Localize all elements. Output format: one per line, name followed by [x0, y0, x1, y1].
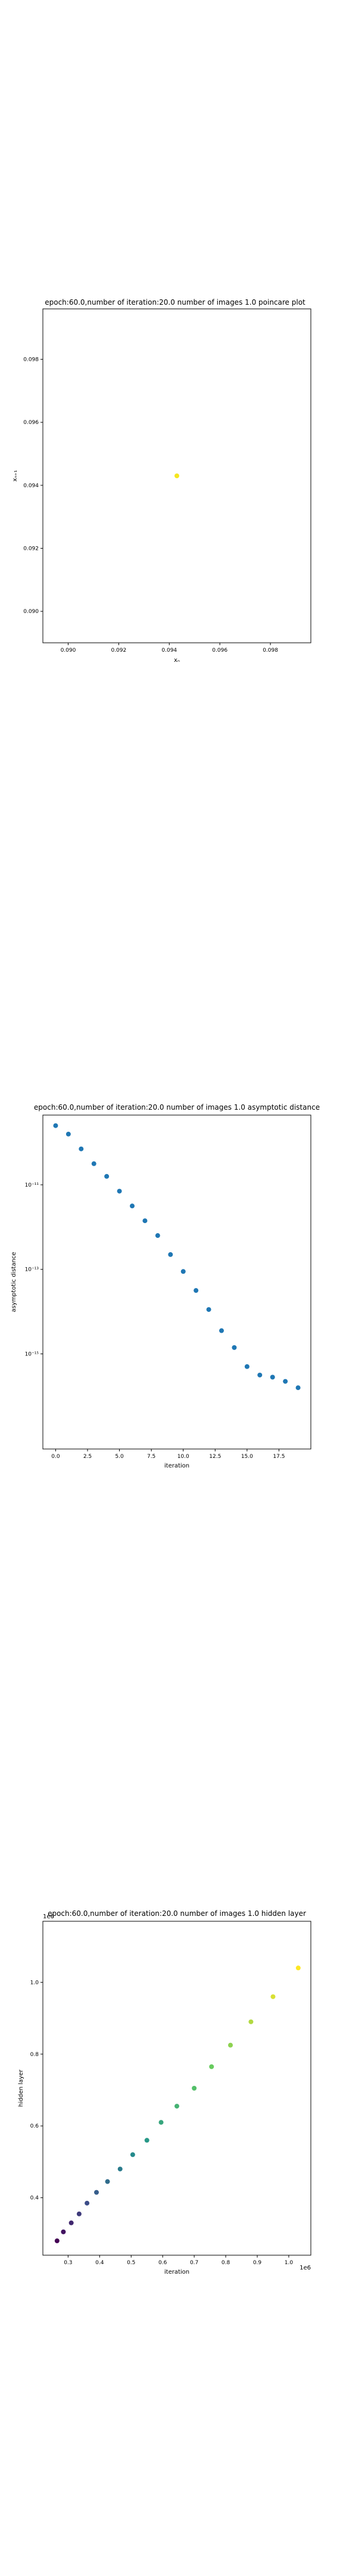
- hidden-layer-x-tick-label-7: 1.0: [285, 2260, 294, 2266]
- hidden-layer-point-2: [68, 2220, 74, 2225]
- asymptotic-point-17: [270, 1374, 275, 1380]
- asymptotic-x-tick-label-4: 10.0: [177, 1454, 189, 1460]
- asymptotic-y-tick-label-2: 10⁻¹⁵: [25, 1352, 39, 1358]
- asymptotic-point-19: [295, 1385, 301, 1391]
- poincare-x-label: xₙ: [174, 657, 180, 664]
- hidden-layer-point-7: [117, 2166, 123, 2172]
- hidden-layer-y-tick-label-0: 0.4: [30, 2196, 39, 2202]
- poincare-y-tick-label-0: 0.090: [23, 609, 39, 615]
- asymptotic-point-9: [168, 1252, 173, 1257]
- asymptotic-x-tick-label-6: 15.0: [241, 1454, 253, 1460]
- hidden-layer-y-tick-label-3: 1.0: [30, 1980, 39, 1986]
- asymptotic-x-label: iteration: [164, 1463, 189, 1469]
- poincare-y-tick-label-3: 0.096: [23, 420, 39, 426]
- asymptotic-point-16: [257, 1372, 263, 1377]
- asymptotic-x-tick-label-3: 7.5: [147, 1454, 155, 1460]
- hidden-layer-y-ticks: 0.4 0.6 0.8 1.0: [30, 1980, 43, 2202]
- hidden-layer-y-label: hidden layer: [18, 2069, 24, 2107]
- hidden-layer-point-8: [130, 2152, 135, 2157]
- hidden-layer-point-16: [270, 1994, 276, 1999]
- hidden-layer-x-tick-label-2: 0.5: [127, 2260, 135, 2266]
- hidden-layer-plot-area: [42, 1921, 311, 2256]
- hidden-layer-x-label: iteration: [164, 2269, 189, 2275]
- asymptotic-y-tick-label-1: 10⁻¹³: [25, 1267, 39, 1273]
- asymptotic-point-8: [155, 1233, 160, 1239]
- asymptotic-x-tick-label-5: 12.5: [209, 1454, 221, 1460]
- hidden-layer-x-tick-label-0: 0.3: [64, 2260, 72, 2266]
- hidden-layer-point-1: [61, 2229, 66, 2234]
- asymptotic-x-tick-label-2: 5.0: [115, 1454, 124, 1460]
- hidden-layer-point-14: [228, 2042, 233, 2048]
- hidden-layer-point-5: [94, 2190, 99, 2195]
- asymptotic-point-10: [180, 1269, 186, 1274]
- hidden-layer-point-12: [192, 2086, 197, 2091]
- hidden-layer-point-9: [144, 2138, 149, 2143]
- asymptotic-point-13: [219, 1328, 224, 1333]
- hidden-layer-point-13: [209, 2064, 214, 2069]
- hidden-layer-point-4: [85, 2200, 90, 2206]
- poincare-plot-area: [42, 308, 311, 643]
- asymptotic-x-tick-label-7: 17.5: [273, 1454, 285, 1460]
- asymptotic-x-tick-label-1: 2.5: [83, 1454, 92, 1460]
- poincare-x-tick-label-0: 0.090: [61, 648, 76, 654]
- asymptotic-point-5: [117, 1188, 122, 1194]
- poincare-y-tick-label-1: 0.092: [23, 546, 39, 552]
- asymptotic-point-0: [53, 1123, 58, 1128]
- asymptotic-point-18: [283, 1379, 288, 1384]
- poincare-points: [174, 473, 179, 478]
- poincare-chart: epoch:60.0,number of iteration:20.0 numb…: [12, 298, 311, 664]
- hidden-layer-point-17: [295, 1965, 301, 1971]
- hidden-layer-y-tick-label-2: 0.8: [30, 2052, 39, 2058]
- hidden-layer-x-tick-label-5: 0.8: [222, 2260, 230, 2266]
- asymptotic-plot-area: [42, 1114, 311, 1450]
- hidden-layer-point-3: [76, 2211, 82, 2216]
- hidden-layer-x-tick-label-6: 0.9: [253, 2260, 262, 2266]
- hidden-layer-y-offset: 1e6: [43, 1914, 54, 1920]
- poincare-x-tick-label-4: 0.098: [263, 648, 278, 654]
- poincare-y-tick-label-4: 0.098: [23, 357, 39, 363]
- asymptotic-y-tick-label-0: 10⁻¹¹: [25, 1182, 39, 1188]
- poincare-y-tick-label-2: 0.094: [23, 483, 39, 489]
- hidden-layer-x-tick-label-3: 0.6: [158, 2260, 167, 2266]
- hidden-layer-x-offset: 1e6: [300, 2265, 311, 2271]
- hidden-layer-x-tick-label-4: 0.7: [190, 2260, 198, 2266]
- asymptotic-chart: epoch:60.0,number of iteration:20.0 numb…: [11, 1103, 320, 1469]
- asymptotic-point-7: [142, 1218, 148, 1224]
- asymptotic-x-ticks: 0.0 2.5 5.0 7.5 10.0 12.5 15.0 17.5: [51, 1449, 285, 1460]
- poincare-x-ticks: 0.090 0.092 0.094 0.096 0.098: [61, 643, 278, 654]
- asymptotic-x-tick-label-0: 0.0: [51, 1454, 60, 1460]
- hidden-layer-point-6: [105, 2179, 110, 2184]
- asymptotic-point-12: [206, 1307, 211, 1312]
- poincare-y-label: xₙ₊₁: [12, 470, 18, 481]
- hidden-layer-point-11: [174, 2104, 179, 2109]
- hidden-layer-point-15: [248, 2019, 254, 2024]
- hidden-layer-points: [54, 1965, 301, 2243]
- hidden-layer-y-tick-label-1: 0.6: [30, 2123, 39, 2129]
- hidden-layer-x-ticks: 0.3 0.4 0.5 0.6 0.7 0.8 0.9 1.0: [64, 2255, 293, 2266]
- asymptotic-title: epoch:60.0,number of iteration:20.0 numb…: [34, 1103, 320, 1111]
- asymptotic-point-2: [79, 1146, 84, 1151]
- hidden-layer-chart: epoch:60.0,number of iteration:20.0 numb…: [18, 1909, 311, 2275]
- asymptotic-y-label: asymptotic distance: [11, 1252, 17, 1312]
- hidden-layer-x-tick-label-1: 0.4: [95, 2260, 104, 2266]
- asymptotic-point-6: [130, 1203, 135, 1209]
- poincare-point-0: [174, 473, 179, 478]
- asymptotic-point-3: [91, 1161, 96, 1166]
- poincare-x-tick-label-3: 0.096: [212, 648, 227, 654]
- poincare-x-tick-label-1: 0.092: [111, 648, 126, 654]
- asymptotic-points: [53, 1123, 301, 1391]
- asymptotic-point-11: [194, 1288, 199, 1293]
- hidden-layer-point-10: [158, 2120, 164, 2125]
- asymptotic-point-4: [104, 1174, 110, 1179]
- asymptotic-point-15: [244, 1364, 250, 1369]
- poincare-title: epoch:60.0,number of iteration:20.0 numb…: [45, 298, 305, 306]
- asymptotic-point-14: [232, 1345, 237, 1350]
- hidden-layer-point-0: [54, 2238, 60, 2243]
- poincare-y-ticks: 0.090 0.092 0.094 0.096 0.098: [23, 357, 43, 615]
- asymptotic-point-1: [66, 1131, 71, 1137]
- asymptotic-y-ticks: 10⁻¹¹ 10⁻¹³ 10⁻¹⁵: [25, 1182, 43, 1358]
- hidden-layer-title: epoch:60.0,number of iteration:20.0 numb…: [48, 1909, 306, 1918]
- poincare-x-tick-label-2: 0.094: [161, 648, 177, 654]
